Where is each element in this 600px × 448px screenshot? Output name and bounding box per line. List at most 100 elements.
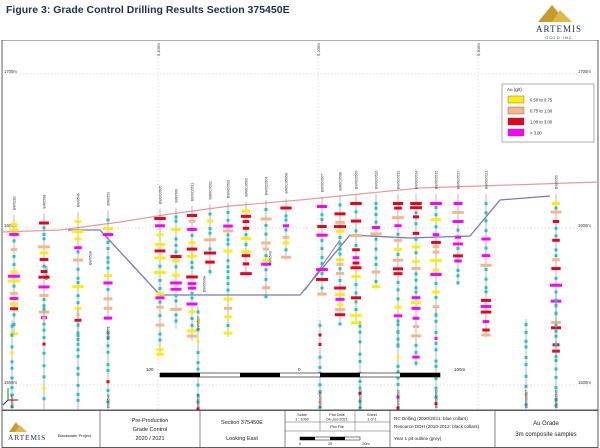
grade-interval xyxy=(261,241,271,245)
grade-interval xyxy=(414,343,418,347)
grade-interval xyxy=(554,206,558,210)
grade-interval xyxy=(554,375,558,379)
grade-interval xyxy=(554,303,558,307)
grade-interval xyxy=(106,369,110,373)
svg-text:0: 0 xyxy=(299,442,301,446)
grade-interval xyxy=(371,226,381,230)
hole-label: BW0C0515 xyxy=(435,171,439,189)
grade-interval xyxy=(12,263,16,267)
grade-interval xyxy=(42,322,46,326)
grade-interval xyxy=(434,402,438,406)
grade-interval xyxy=(158,314,162,318)
grade-interval xyxy=(76,276,80,280)
grade-interval xyxy=(223,297,233,301)
grade-interval xyxy=(551,202,561,205)
hole-labels: BW0282 BW0508 BW0546 BW0552 BW0C0505 BW0506 BW… xyxy=(11,171,559,408)
grade-interval xyxy=(434,359,438,363)
grade-interval xyxy=(155,243,165,247)
grade-interval xyxy=(103,297,113,301)
grade-interval xyxy=(102,227,114,231)
grade-interval xyxy=(481,237,491,241)
grade-interval xyxy=(196,361,200,365)
grade-interval xyxy=(42,264,46,268)
grade-interval xyxy=(208,231,212,235)
grade-interval xyxy=(39,251,49,255)
grade-interval xyxy=(156,292,164,296)
grade-interval xyxy=(414,272,418,276)
grade-interval xyxy=(434,336,438,340)
grade-interval xyxy=(352,256,360,260)
grade-interval xyxy=(430,202,442,205)
drill-hole xyxy=(280,198,292,261)
elevation-label: 1700m xyxy=(578,69,591,74)
grade-interval xyxy=(76,312,80,316)
grade-interval xyxy=(106,363,110,367)
grade-interval xyxy=(106,247,110,251)
grade-interval xyxy=(453,202,463,205)
grade-interval xyxy=(354,308,358,312)
grade-interval xyxy=(282,235,290,239)
grade-interval xyxy=(554,329,558,333)
grade-interval xyxy=(484,286,488,290)
grade-interval xyxy=(103,274,113,278)
grade-interval xyxy=(226,233,230,237)
note-3: Year 1 pit outline (grey) xyxy=(394,436,442,441)
grade-interval xyxy=(42,226,46,230)
grade-interval xyxy=(156,305,164,309)
grade-interval xyxy=(12,322,16,326)
grade-interval xyxy=(396,406,400,410)
grade-interval xyxy=(244,243,248,247)
grade-interval xyxy=(39,293,49,297)
grade-interval xyxy=(524,384,528,388)
grade-interval xyxy=(432,233,440,237)
grade-interval xyxy=(106,218,110,222)
grade-interval xyxy=(456,274,460,278)
grade-interval xyxy=(335,220,345,224)
grade-interval xyxy=(155,323,165,327)
grade-interval xyxy=(224,315,232,319)
hole-label: BW0508 xyxy=(43,195,47,209)
grade-interval xyxy=(76,342,80,346)
grade-interval xyxy=(554,386,558,390)
grade-interval xyxy=(226,242,230,246)
grade-interval xyxy=(226,282,230,286)
grade-interval xyxy=(524,392,528,396)
grade-interval xyxy=(396,364,400,368)
grade-interval xyxy=(244,233,248,237)
grade-interval xyxy=(190,292,194,296)
grade-interval xyxy=(396,319,400,323)
drill-hole xyxy=(222,203,234,337)
grade-interval xyxy=(264,254,268,258)
grade-interval xyxy=(434,313,438,317)
grade-interval xyxy=(12,239,16,243)
legend-label: 0.50 to 0.75 xyxy=(530,98,553,103)
svg-text:Scale: Scale xyxy=(297,413,307,417)
grade-interval xyxy=(155,296,165,300)
grade-interval xyxy=(264,208,268,211)
grade-interval xyxy=(12,313,16,317)
grade-interval xyxy=(76,366,80,370)
grade-interval xyxy=(550,283,562,287)
section-label: Section 375450E xyxy=(221,420,263,426)
grade-interval xyxy=(352,248,360,252)
title-block-scale-bar: 0 20 20m xyxy=(299,436,370,446)
grade-interval xyxy=(484,277,488,281)
grade-interval xyxy=(392,202,404,205)
grade-interval xyxy=(196,367,200,371)
svg-text:ARTEMIS: ARTEMIS xyxy=(536,24,582,34)
grade-interval xyxy=(318,333,322,337)
svg-text:100m: 100m xyxy=(454,367,466,372)
grade-interval xyxy=(554,276,558,280)
grade-interval xyxy=(187,282,197,286)
grade-interval xyxy=(374,256,378,260)
grade-interval xyxy=(262,258,270,262)
grade-interval xyxy=(318,323,322,327)
grade-interval xyxy=(226,288,230,292)
au-grade-sub: 3m composite samples xyxy=(515,432,576,438)
hole-label: BW0C0510 xyxy=(375,171,379,189)
doc-title-line3: 2020 / 2021 xyxy=(135,436,164,442)
drill-hole xyxy=(334,195,346,326)
grade-interval xyxy=(396,252,400,256)
grade-interval xyxy=(411,306,421,310)
grade-interval xyxy=(434,213,438,217)
